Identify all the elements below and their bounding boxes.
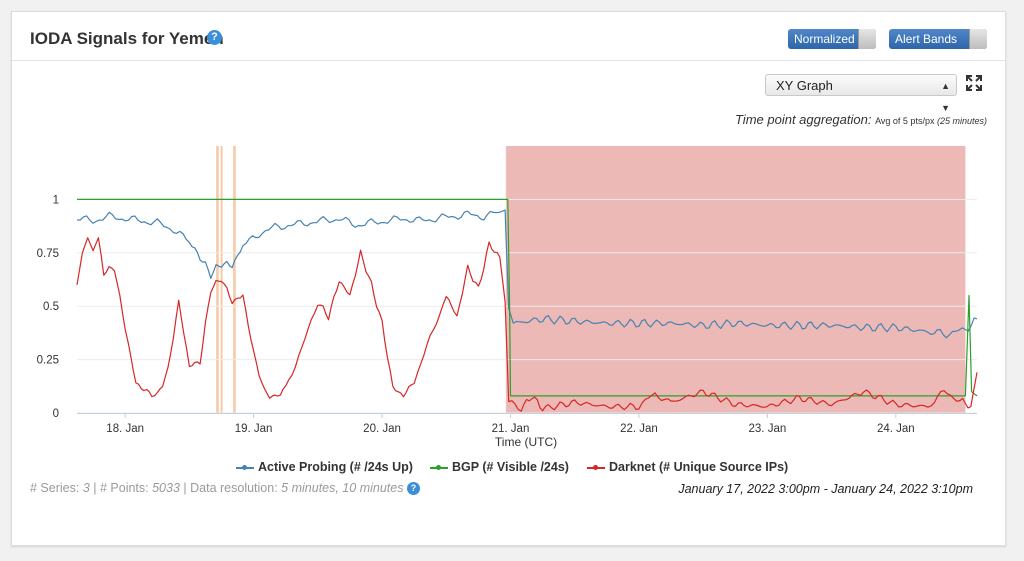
question-circle-icon[interactable]: ? (207, 30, 222, 45)
aggregation-label: Time point aggregation: (734, 112, 872, 127)
signals-panel: IODA Signals for Yemen ? Normalized Aler… (11, 11, 1006, 546)
legend-darknet[interactable]: Darknet (# Unique Source IPs) (587, 460, 788, 474)
x-tick-label: 24. Jan (877, 423, 915, 435)
view-select-value: XY Graph (776, 78, 833, 93)
aggregation-value: Avg of 5 pts/px (875, 116, 935, 126)
aggregation-minutes: (25 minutes) (936, 116, 987, 126)
resolution-value: 5 minutes, 10 minutes (281, 481, 404, 495)
legend-label: Active Probing (# /24s Up) (258, 460, 413, 474)
y-tick-label: 0.5 (43, 301, 59, 313)
panel-title: IODA Signals for Yemen (30, 29, 224, 48)
select-arrows-icon: ▲ ▼ (941, 81, 950, 113)
x-tick-label: 22. Jan (620, 423, 658, 435)
toggle-knob (858, 29, 876, 49)
date-range: January 17, 2022 3:00pm - January 24, 20… (678, 482, 973, 496)
y-axis: 0 0.25 0.5 0.75 1 (37, 194, 59, 420)
panel-header: IODA Signals for Yemen ? Normalized Aler… (12, 12, 1005, 61)
highlight-band (216, 146, 219, 413)
legend-swatch (587, 464, 605, 470)
x-axis-label: Time (UTC) (495, 435, 557, 449)
highlight-band (233, 146, 236, 413)
legend-swatch (430, 464, 448, 470)
alert-band-edge (504, 146, 507, 413)
x-tick-label: 18. Jan (106, 423, 144, 435)
legend-bgp[interactable]: BGP (# Visible /24s) (430, 460, 569, 474)
toggle-knob (969, 29, 987, 49)
normalized-label: Normalized (794, 32, 855, 46)
points-count: 5033 (152, 481, 180, 495)
expand-icon[interactable] (965, 74, 983, 92)
series-label: # Series: (30, 481, 80, 495)
normalized-toggle[interactable]: Normalized (788, 29, 876, 49)
question-circle-icon[interactable]: ? (406, 482, 420, 496)
y-tick-label: 0 (53, 408, 59, 420)
series-line-active[interactable] (76, 209, 978, 339)
series-line-darknet[interactable] (76, 237, 978, 412)
chart-series (76, 198, 978, 412)
x-tick-label: 19. Jan (235, 423, 273, 435)
resolution-label: Data resolution: (190, 481, 278, 495)
highlight-band (220, 146, 223, 413)
y-tick-label: 1 (53, 194, 59, 206)
xy-chart[interactable]: 0 0.25 0.5 0.75 1 18. Jan 19. Jan 20. Jan 21. J… (12, 12, 1005, 462)
view-select[interactable]: XY Graph ▲ ▼ (765, 74, 957, 113)
alert-band (505, 146, 966, 413)
alert-bands-toggle[interactable]: Alert Bands (889, 29, 987, 49)
series-meta: # Series: 3 | # Points: 5033 | Data reso… (30, 481, 420, 496)
x-tick-label: 23. Jan (749, 423, 787, 435)
series-count: 3 (82, 481, 90, 495)
y-tick-label: 0.75 (37, 248, 59, 260)
aggregation-info: Time point aggregation: Avg of 5 pts/px … (735, 112, 987, 127)
x-tick-label: 20. Jan (363, 423, 401, 435)
legend-label: BGP (# Visible /24s) (452, 460, 569, 474)
legend-swatch (236, 464, 254, 470)
y-tick-label: 0.25 (37, 355, 59, 367)
alert-bands-label: Alert Bands (895, 32, 958, 46)
series-line-bgp[interactable] (77, 198, 978, 397)
x-axis: 18. Jan 19. Jan 20. Jan 21. Jan 22. Jan 23. J… (77, 413, 977, 435)
points-label: # Points: (99, 481, 149, 495)
legend-label: Darknet (# Unique Source IPs) (609, 460, 789, 474)
x-tick-label: 21. Jan (492, 423, 530, 435)
legend-active-probing[interactable]: Active Probing (# /24s Up) (236, 460, 413, 474)
chart-bands (216, 146, 966, 413)
